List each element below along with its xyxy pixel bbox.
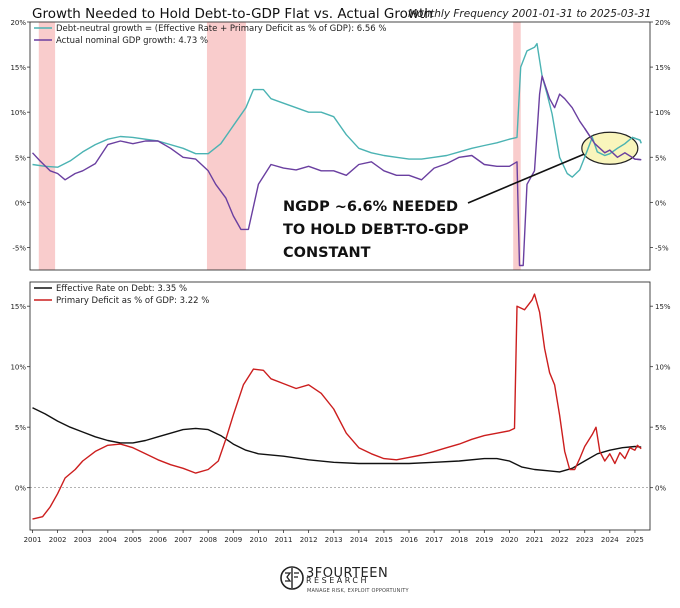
xtick-label-2014: 2014	[350, 536, 368, 544]
brand-name: 3FOURTEEN	[306, 566, 389, 581]
xtick-label-2009: 2009	[224, 536, 242, 544]
annotation-text-line-2: CONSTANT	[283, 245, 371, 261]
legend-label-0: Effective Rate on Debt: 3.35 %	[56, 284, 187, 294]
ytick-label-left: 20%	[10, 19, 26, 27]
xtick-label-2005: 2005	[124, 536, 142, 544]
xtick-label-2013: 2013	[325, 536, 343, 544]
ytick-label-left: 0%	[15, 485, 26, 493]
ytick-label-right: 0%	[655, 485, 666, 493]
series-overlay-1	[584, 128, 642, 161]
xtick-label-2004: 2004	[99, 536, 117, 544]
ytick-label-right: 5%	[655, 424, 666, 432]
series-line-1-1	[32, 293, 642, 520]
xtick-label-2015: 2015	[375, 536, 393, 544]
bottom-panel: 0% 0% 5% 5% 10% 10% 15% 15% 2001 2002 2003 2004 2005…	[10, 281, 671, 544]
xtick-label-2003: 2003	[74, 536, 92, 544]
recession-band-0	[38, 22, 56, 270]
xtick-label-2006: 2006	[149, 536, 167, 544]
series-overlay-0	[584, 135, 642, 158]
xtick-label-2020: 2020	[501, 536, 519, 544]
annotation-text-line-1: TO HOLD DEBT-TO-GDP	[283, 222, 469, 238]
ytick-label-left: 10%	[10, 109, 26, 117]
annotation-highlight	[581, 131, 639, 165]
xtick-label-2023: 2023	[576, 536, 594, 544]
xtick-label-2012: 2012	[300, 536, 318, 544]
xtick-label-2011: 2011	[275, 536, 293, 544]
page-subtitle: Monthly Frequency 2001-01-31 to 2025-03-…	[408, 8, 652, 20]
top-panel: -5% -5% 0% 0% 5% 5% 10% 10% 15% 15% 20% 20% Debt-neu…	[10, 19, 671, 271]
xtick-label-2022: 2022	[551, 536, 569, 544]
xtick-label-2018: 2018	[450, 536, 468, 544]
xtick-label-2002: 2002	[49, 536, 67, 544]
xtick-label-2010: 2010	[250, 536, 268, 544]
ytick-label-right: -5%	[655, 244, 669, 252]
ytick-label-left: 5%	[15, 424, 26, 432]
plot-frame	[29, 281, 651, 531]
ytick-label-right: 10%	[655, 109, 671, 117]
ytick-label-right: 5%	[655, 154, 666, 162]
xtick-label-2008: 2008	[199, 536, 217, 544]
xtick-label-2025: 2025	[626, 536, 644, 544]
ytick-label-right: 0%	[655, 199, 666, 207]
legend-label-1: Actual nominal GDP growth: 4.73 %	[56, 36, 208, 46]
legend-label-0: Debt-neutral growth = (Effective Rate + …	[56, 24, 387, 34]
xtick-label-2019: 2019	[475, 536, 493, 544]
ytick-label-left: -5%	[12, 244, 26, 252]
page-title: Growth Needed to Hold Debt-to-GDP Flat v…	[32, 6, 433, 22]
recession-band-1	[206, 22, 246, 270]
ytick-label-left: 5%	[15, 154, 26, 162]
series-line-0-1	[31, 75, 642, 267]
xtick-label-2021: 2021	[526, 536, 544, 544]
3f-circle-logo-icon	[280, 566, 304, 590]
series-line-0-0	[32, 42, 642, 178]
ytick-label-right: 20%	[655, 19, 671, 27]
ytick-label-left: 15%	[10, 303, 26, 311]
brand-subtext: RESEARCH	[306, 576, 369, 585]
brand-logo-text: 3FOURTEEN	[306, 566, 388, 581]
annotation-text-line-0: NGDP ~6.6% NEEDED	[283, 199, 458, 215]
xtick-label-2017: 2017	[425, 536, 443, 544]
xtick-label-2024: 2024	[601, 536, 619, 544]
series-line-1-0	[32, 407, 642, 473]
ytick-label-right: 15%	[655, 64, 671, 72]
ytick-label-left: 15%	[10, 64, 26, 72]
legend-label-1: Primary Deficit as % of GDP: 3.22 %	[56, 296, 209, 306]
xtick-label-2007: 2007	[174, 536, 192, 544]
annotation-arrow	[467, 153, 585, 204]
xtick-label-2016: 2016	[400, 536, 418, 544]
ytick-label-right: 15%	[655, 303, 671, 311]
brand-tagline: MANAGE RISK, EXPLOIT OPPORTUNITY	[307, 588, 409, 594]
ytick-label-left: 10%	[10, 364, 26, 372]
plot-frame	[29, 21, 651, 271]
recession-band-2	[513, 22, 521, 270]
ytick-label-right: 10%	[655, 364, 671, 372]
xtick-label-2001: 2001	[24, 536, 42, 544]
ytick-label-left: 0%	[15, 199, 26, 207]
